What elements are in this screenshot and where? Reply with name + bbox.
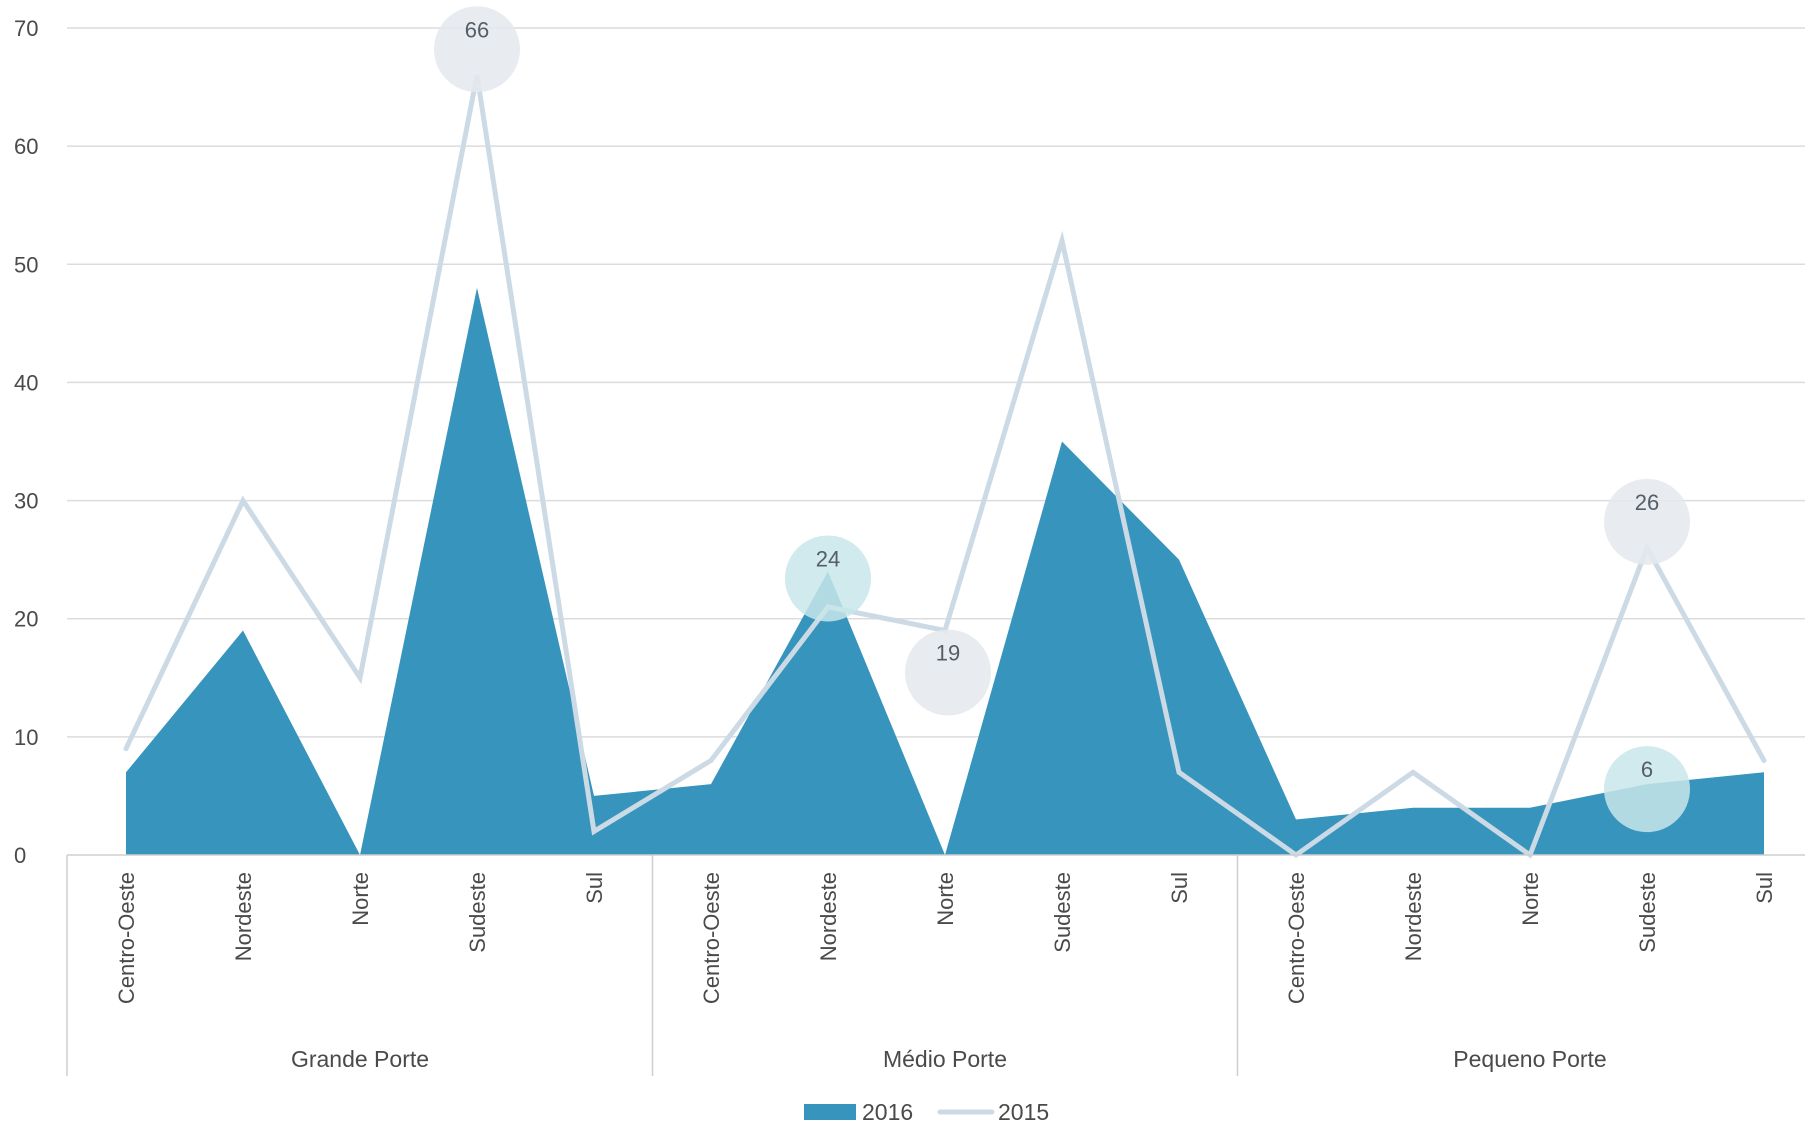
x-tick-label: Sul [582, 872, 607, 904]
annotation-label: 6 [1641, 757, 1653, 782]
annotations: 66 24 19 26 6 [434, 6, 1690, 833]
annotation-label: 19 [936, 641, 960, 666]
series-2015-line-shape [123, 74, 1767, 859]
y-tick-label: 0 [14, 843, 26, 868]
x-tick-label: Sudeste [465, 872, 490, 953]
annotation-bubble [434, 6, 520, 93]
x-tick-label: Sudeste [1635, 872, 1660, 953]
legend-label-2016[interactable]: 2016 [862, 1099, 913, 1125]
annotation-bubble [905, 629, 991, 716]
group-label: Grande Porte [291, 1046, 429, 1072]
annotation-bubble [1604, 746, 1690, 833]
y-tick-label: 50 [14, 252, 38, 277]
x-tick-label: Norte [1518, 872, 1543, 926]
y-tick-label: 20 [14, 607, 38, 632]
y-tick-label: 40 [14, 370, 38, 395]
x-tick-label: Nordeste [816, 872, 841, 961]
y-tick-label: 10 [14, 725, 38, 750]
x-tick-label: Sudeste [1050, 872, 1075, 953]
series-2016-area [126, 287, 1764, 855]
series-2016-area-shape [126, 287, 1764, 855]
group-label: Pequeno Porte [1453, 1046, 1606, 1072]
group-label: Médio Porte [883, 1046, 1007, 1072]
x-tick-label: Norte [348, 872, 373, 926]
y-tick-label: 70 [14, 16, 38, 41]
x-tick-label: Sul [1752, 872, 1777, 904]
x-tick-label: Centro-Oeste [1284, 872, 1309, 1004]
annotation-bubble [785, 535, 871, 622]
series-2015-line [123, 74, 1767, 859]
annotation-bubble [1604, 478, 1690, 565]
x-tick-label: Nordeste [231, 872, 256, 961]
x-tick-label: Sul [1167, 872, 1192, 904]
x-tick-label: Centro-Oeste [699, 872, 724, 1004]
y-tick-label: 30 [14, 489, 38, 514]
legend[interactable]: 2016 2015 [804, 1099, 1049, 1125]
legend-label-2015[interactable]: 2015 [998, 1099, 1049, 1125]
legend-swatch-2016[interactable] [804, 1104, 856, 1120]
annotation-label: 66 [465, 17, 489, 42]
annotation-label: 24 [816, 546, 840, 571]
y-tick-label: 60 [14, 134, 38, 159]
annotation-label: 26 [1635, 490, 1659, 515]
x-tick-label: Centro-Oeste [114, 872, 139, 1004]
gridlines: 0 10 20 30 40 50 60 70 [14, 16, 1805, 868]
x-tick-label: Norte [933, 872, 958, 926]
x-axis: Centro-Oeste Nordeste Norte Sudeste Sul Centr… [66, 854, 1805, 1076]
x-tick-label: Nordeste [1401, 872, 1426, 961]
